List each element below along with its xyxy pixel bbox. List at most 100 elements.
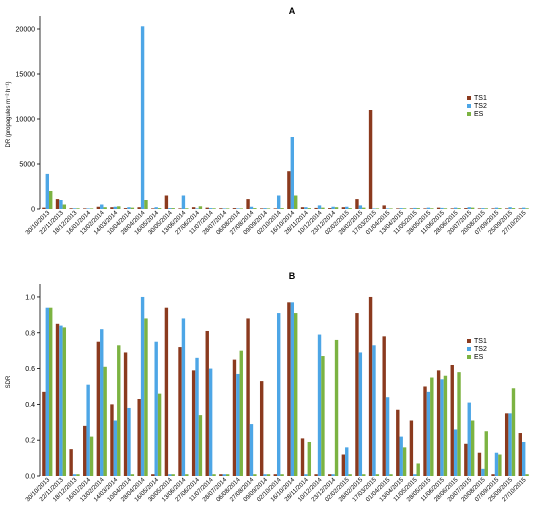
bar-ts2-21 bbox=[331, 206, 335, 209]
bar-es-16 bbox=[266, 208, 271, 209]
bar-ts2-11 bbox=[195, 357, 199, 476]
y-tick-label: 15000 bbox=[16, 72, 36, 79]
bar-ts2-33 bbox=[494, 207, 499, 209]
y-tick-label: 0.2 bbox=[25, 438, 35, 445]
bar-ts2-18 bbox=[290, 137, 295, 209]
bar-ts1-34 bbox=[504, 208, 509, 209]
bar-ts1-1 bbox=[55, 199, 60, 209]
bar-ts1-16 bbox=[259, 208, 264, 209]
bar-ts2-29 bbox=[440, 207, 444, 209]
bar-ts1-10 bbox=[178, 347, 182, 476]
bar-ts1-23 bbox=[355, 313, 359, 476]
bar-ts1-13 bbox=[219, 208, 223, 209]
bar-es-17 bbox=[280, 208, 284, 209]
bar-ts1-11 bbox=[191, 370, 196, 476]
bar-ts2-2 bbox=[72, 208, 77, 209]
bar-ts2-35 bbox=[521, 441, 526, 476]
bar-es-11 bbox=[198, 206, 203, 209]
bar-es-6 bbox=[130, 474, 135, 476]
bar-ts1-25 bbox=[382, 205, 386, 209]
bar-ts2-2 bbox=[72, 474, 77, 476]
bar-es-23 bbox=[362, 474, 366, 476]
bar-ts1-18 bbox=[287, 302, 291, 476]
bar-ts2-3 bbox=[86, 384, 90, 476]
bar-es-6 bbox=[130, 207, 135, 209]
bar-ts1-26 bbox=[396, 409, 400, 476]
bar-ts1-31 bbox=[464, 443, 468, 476]
bar-ts1-15 bbox=[246, 318, 250, 476]
y-tick-label: 10000 bbox=[16, 117, 36, 124]
bar-es-4 bbox=[103, 366, 107, 476]
bar-es-33 bbox=[498, 454, 502, 476]
bar-ts2-5 bbox=[113, 420, 118, 476]
bar-ts1-29 bbox=[436, 370, 441, 476]
legend-swatch-ts2 bbox=[467, 347, 471, 351]
bar-ts1-33 bbox=[491, 208, 495, 209]
y-axis-title: DR (propagules m⁻² h⁻¹) bbox=[6, 81, 12, 147]
bar-ts2-23 bbox=[358, 352, 363, 476]
bar-ts1-24 bbox=[368, 110, 373, 209]
bar-es-8 bbox=[157, 208, 162, 209]
bar-ts1-22 bbox=[341, 207, 346, 209]
bar-ts1-30 bbox=[450, 208, 454, 209]
bar-ts2-15 bbox=[249, 424, 254, 476]
bar-ts2-5 bbox=[113, 206, 118, 209]
bar-ts1-8 bbox=[151, 208, 155, 209]
bar-es-5 bbox=[117, 206, 121, 209]
legend-swatch-ts2 bbox=[467, 104, 471, 108]
bar-ts2-14 bbox=[236, 208, 240, 209]
bar-es-0 bbox=[49, 191, 53, 209]
bar-ts1-17 bbox=[273, 474, 277, 476]
bar-ts2-13 bbox=[222, 208, 226, 209]
legend-swatch-ts1 bbox=[467, 339, 471, 343]
bar-ts1-32 bbox=[477, 208, 482, 209]
bar-ts2-12 bbox=[208, 208, 213, 209]
legend-label-es: ES bbox=[474, 354, 484, 361]
bar-ts2-26 bbox=[399, 208, 403, 209]
bar-ts1-7 bbox=[137, 207, 141, 209]
bar-ts1-0 bbox=[42, 391, 46, 476]
bar-ts2-12 bbox=[208, 368, 213, 476]
bar-ts2-28 bbox=[426, 207, 431, 209]
bar-es-7 bbox=[144, 318, 148, 476]
bar-ts1-9 bbox=[164, 307, 169, 476]
bar-es-21 bbox=[334, 207, 339, 209]
bar-ts1-16 bbox=[259, 381, 264, 476]
bar-ts2-14 bbox=[236, 373, 240, 476]
bar-ts2-16 bbox=[263, 474, 267, 476]
bar-ts2-11 bbox=[195, 208, 199, 209]
bar-ts1-21 bbox=[328, 474, 332, 476]
bar-ts2-0 bbox=[45, 307, 50, 476]
bar-ts1-12 bbox=[205, 330, 209, 476]
bar-es-30 bbox=[457, 372, 461, 476]
bar-es-9 bbox=[171, 208, 175, 209]
bar-ts1-28 bbox=[423, 208, 427, 209]
bar-es-25 bbox=[389, 208, 393, 209]
bar-es-33 bbox=[498, 208, 502, 209]
bar-ts1-4 bbox=[96, 341, 101, 476]
bar-ts2-13 bbox=[222, 474, 226, 476]
legend-label-ts1: TS1 bbox=[474, 95, 487, 102]
bar-ts2-6 bbox=[127, 207, 131, 209]
bar-es-2 bbox=[76, 208, 80, 209]
bar-ts1-6 bbox=[123, 208, 128, 209]
bar-ts1-24 bbox=[368, 296, 373, 476]
bar-es-21 bbox=[334, 339, 339, 476]
bar-es-14 bbox=[239, 350, 243, 476]
bar-ts1-27 bbox=[409, 420, 414, 476]
bar-es-16 bbox=[266, 474, 271, 476]
bar-ts2-29 bbox=[440, 379, 444, 476]
bar-ts1-35 bbox=[518, 208, 522, 209]
bar-ts1-0 bbox=[42, 207, 46, 209]
bar-ts2-22 bbox=[345, 206, 349, 209]
bar-es-12 bbox=[212, 474, 216, 476]
bar-es-3 bbox=[89, 436, 94, 476]
bar-es-27 bbox=[416, 208, 420, 209]
bar-ts1-2 bbox=[69, 208, 73, 209]
bar-ts1-22 bbox=[341, 454, 346, 476]
bar-ts1-33 bbox=[491, 474, 495, 476]
bar-ts2-34 bbox=[508, 413, 512, 476]
bar-ts2-25 bbox=[385, 208, 390, 209]
bar-ts2-1 bbox=[59, 200, 63, 209]
bar-ts1-31 bbox=[464, 208, 468, 209]
